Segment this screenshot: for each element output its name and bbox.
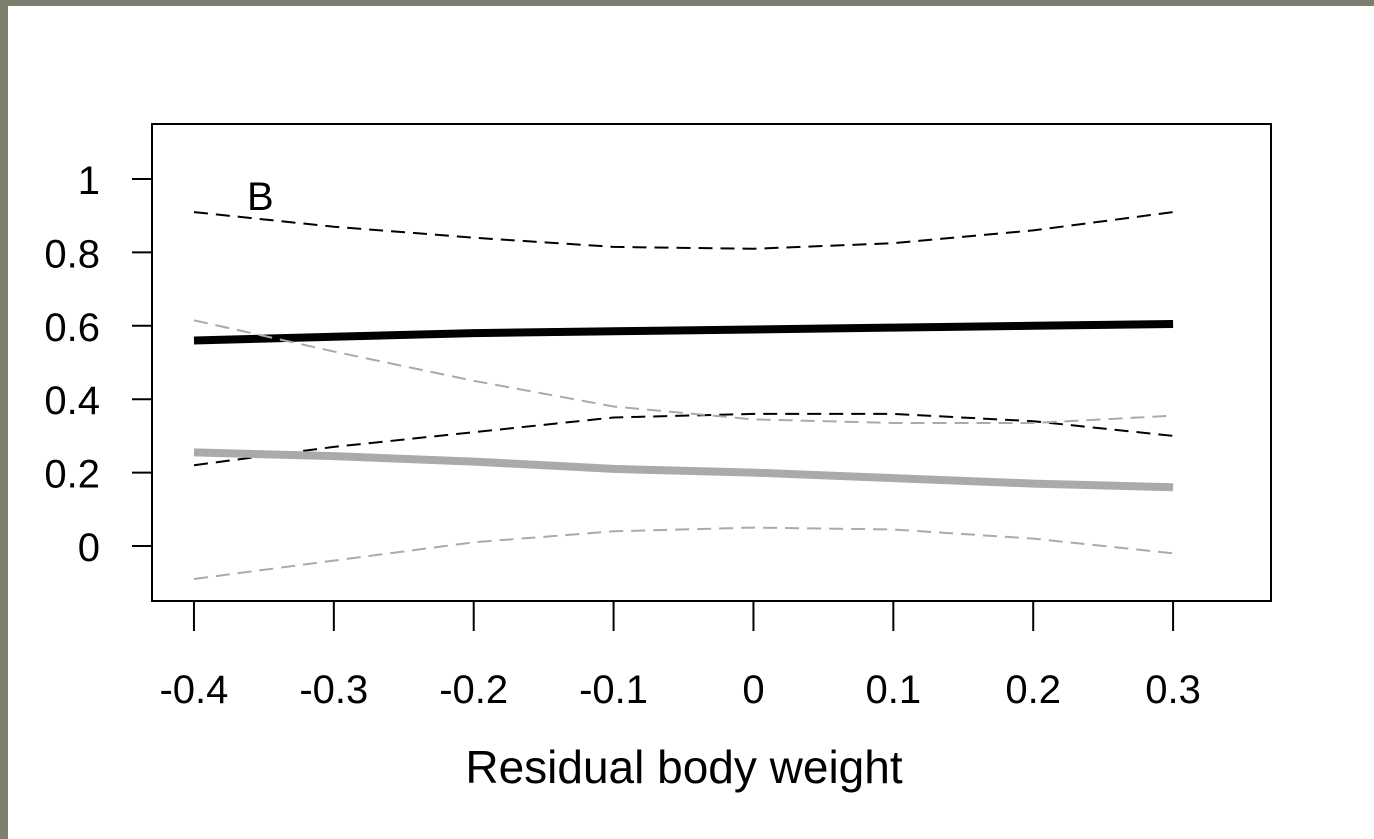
series-line-0 <box>193 320 1174 345</box>
series-line-1 <box>193 211 1174 250</box>
x-tick-label-3: -0.1 <box>579 668 648 712</box>
y-axis: 0 0.2 0.4 0.6 0.8 1 <box>44 159 152 570</box>
y-tick-label-3: 0.6 <box>44 306 100 350</box>
series-line-5 <box>193 526 1174 580</box>
series-line-2 <box>193 412 1174 467</box>
image-frame-left <box>0 0 8 839</box>
x-tick-label-4: 0 <box>742 668 764 712</box>
series-layer <box>193 211 1174 580</box>
y-tick-label-2: 0.4 <box>44 379 100 423</box>
x-tick-label-0: -0.4 <box>159 668 228 712</box>
x-tick-label-5: 0.1 <box>866 668 922 712</box>
y-tick-label-1: 0.2 <box>44 453 100 497</box>
plot-area-border <box>151 123 1272 602</box>
x-tick-label-7: 0.3 <box>1145 668 1201 712</box>
series-line-3 <box>193 448 1174 492</box>
x-tick-label-2: -0.2 <box>439 668 508 712</box>
panel-label: B <box>247 175 274 219</box>
series-line-4 <box>193 319 1174 424</box>
y-tick-label-5: 1 <box>78 159 100 203</box>
x-tick-label-1: -0.3 <box>299 668 368 712</box>
x-axis-title: Residual body weight <box>465 741 902 793</box>
x-axis: -0.4 -0.3 -0.2 -0.1 0 0.1 0.2 0.3 <box>159 601 1201 712</box>
y-tick-label-4: 0.8 <box>44 232 100 276</box>
x-tick-label-6: 0.2 <box>1005 668 1061 712</box>
y-tick-label-0: 0 <box>78 526 100 570</box>
image-frame-top <box>0 0 1374 6</box>
